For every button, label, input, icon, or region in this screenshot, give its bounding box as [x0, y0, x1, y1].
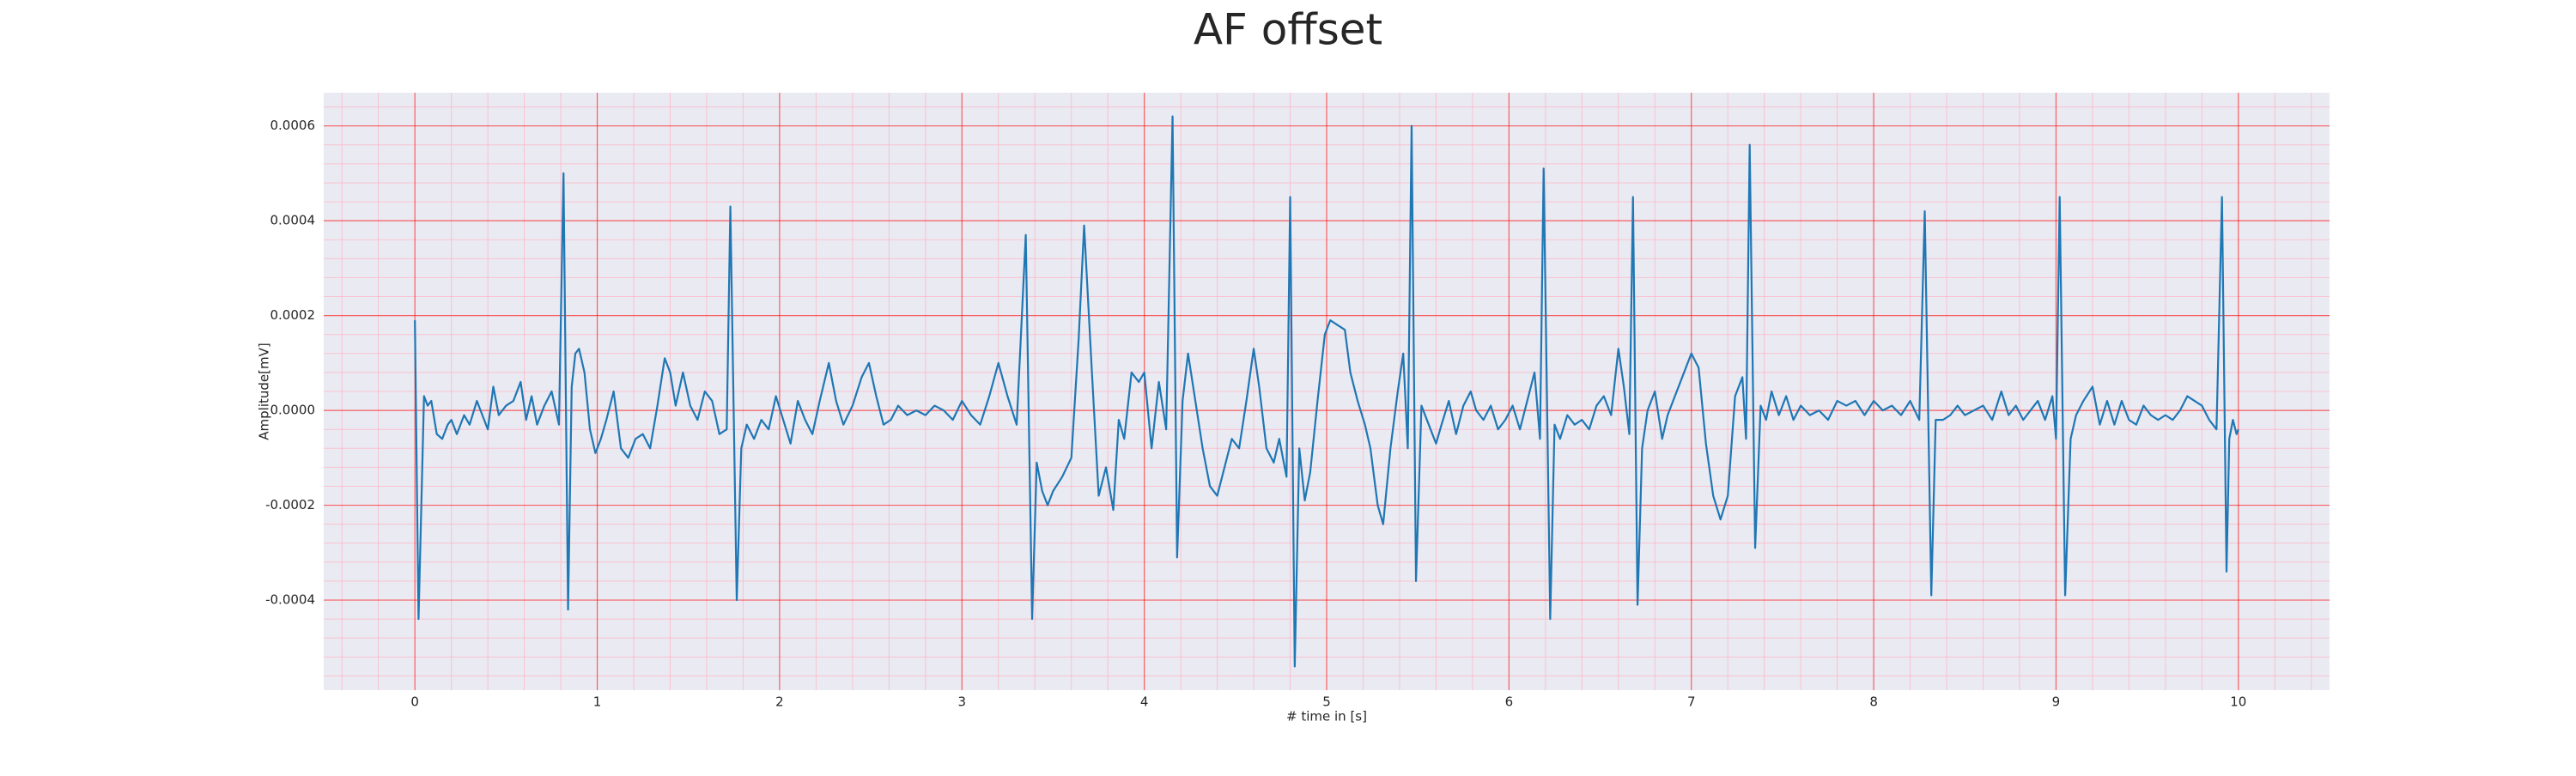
x-tick-label: 1 [593, 694, 602, 710]
x-tick-label: 3 [957, 694, 966, 710]
x-tick-label: 7 [1687, 694, 1696, 710]
chart-title: AF offset [1194, 5, 1382, 55]
y-axis-label: Amplitude[mV] [257, 343, 272, 440]
x-tick-label: 4 [1140, 694, 1149, 710]
x-tick-label: 2 [775, 694, 784, 710]
x-tick-label: 9 [2052, 694, 2061, 710]
y-tick-label: -0.0004 [265, 592, 315, 608]
y-tick-label: 0.0004 [270, 213, 316, 228]
y-tick-label: 0.0002 [270, 307, 316, 323]
x-tick-label: 8 [1869, 694, 1878, 710]
y-tick-label: 0.0006 [270, 118, 316, 133]
x-tick-label: 5 [1322, 694, 1331, 710]
x-axis-label: # time in [s] [1286, 709, 1367, 724]
x-tick-label: 10 [2230, 694, 2246, 710]
data-lines [414, 115, 2239, 668]
data-line [414, 115, 2239, 668]
x-tick-label: 6 [1505, 694, 1514, 710]
ticks: 0 1 2 3 4 5 6 7 8 9 10 -0.0004 -0.0002 0.0000 0.0002 0.… [265, 118, 2246, 709]
grid [324, 93, 2330, 690]
y-tick-label: -0.0002 [265, 497, 315, 512]
x-tick-label: 0 [410, 694, 419, 710]
y-tick-label: 0.0000 [270, 403, 316, 418]
